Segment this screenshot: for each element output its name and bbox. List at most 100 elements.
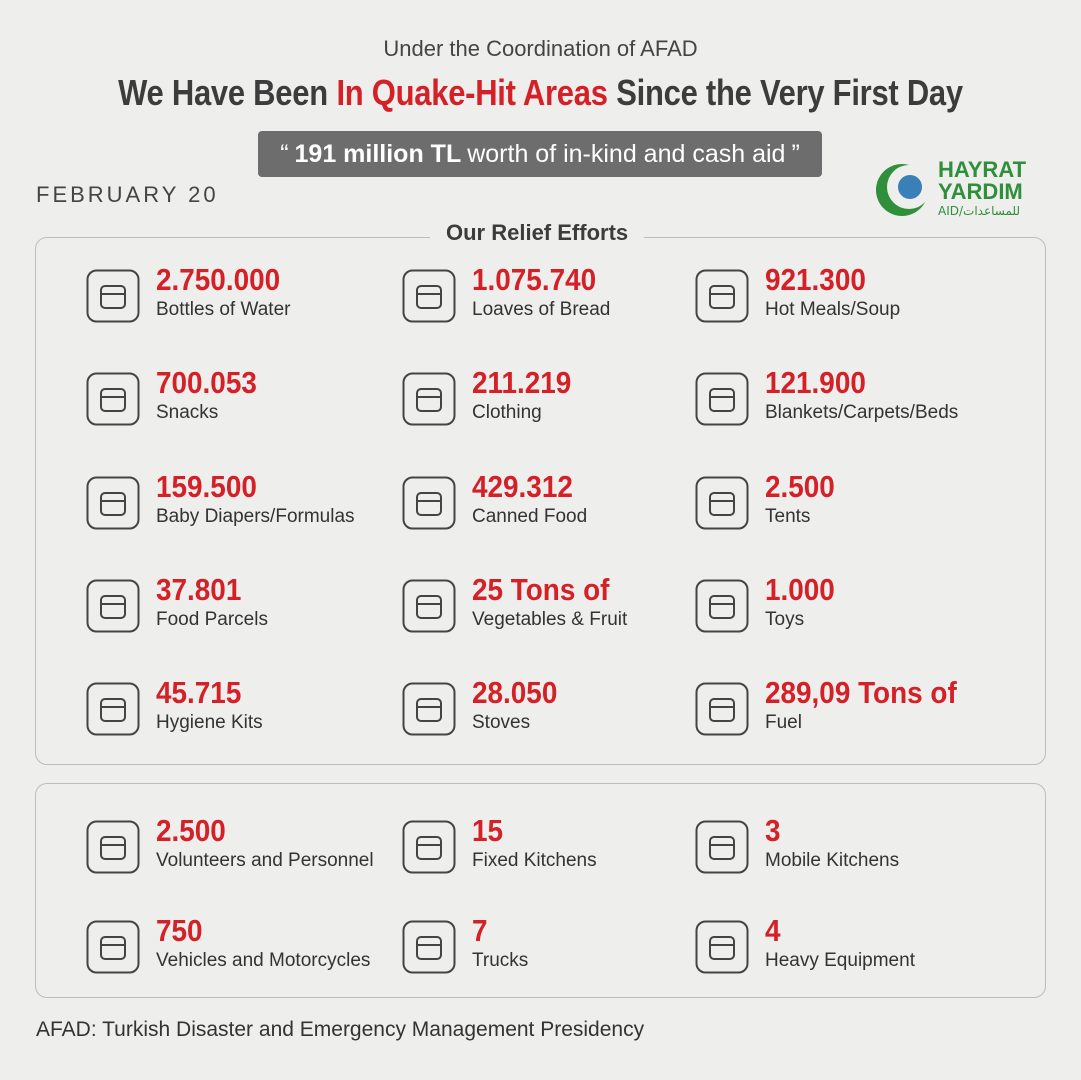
icon	[86, 579, 140, 633]
item: 25 Tons of Vegetables & Fruit	[402, 572, 712, 636]
item-value: 1.075.740	[472, 262, 597, 297]
icon-glyph	[100, 492, 126, 516]
item-value: 4	[765, 913, 781, 948]
icon-frame	[695, 682, 749, 736]
item-label: Baby Diapers/Formulas	[156, 506, 355, 527]
logo: HAYRAT YARDIM AID/للمساعدات	[876, 157, 1027, 218]
icon	[86, 372, 140, 426]
item-label: Vegetables & Fruit	[472, 609, 628, 630]
item-label: Bottles of Water	[156, 299, 291, 320]
item: 28.050 Stoves	[402, 675, 712, 739]
item-value: 750	[156, 913, 203, 948]
icon-frame	[402, 579, 456, 633]
icon-frame	[86, 920, 140, 974]
icon	[402, 820, 456, 874]
icon-glyph	[709, 698, 735, 722]
date: FEBRUARY 20	[36, 182, 219, 207]
item: 921.300 Hot Meals/Soup	[695, 262, 1005, 326]
item: 4 Heavy Equipment	[695, 913, 1005, 977]
item-value: 429.312	[472, 469, 573, 504]
item-label: Vehicles and Motorcycles	[156, 950, 371, 971]
item: 429.312 Canned Food	[402, 469, 712, 533]
icon-frame	[402, 476, 456, 530]
icon-glyph	[416, 936, 442, 960]
icon-glyph	[416, 388, 442, 412]
item: 45.715 Hygiene Kits	[86, 675, 396, 739]
item-value: 289,09 Tons of	[765, 675, 957, 710]
icon-glyph	[709, 285, 735, 309]
item-label: Hygiene Kits	[156, 712, 263, 733]
icon-glyph	[416, 595, 442, 619]
icon-frame	[402, 682, 456, 736]
title-part: We Have Been	[118, 72, 328, 113]
logo-text: YARDIM	[938, 179, 1023, 204]
item: 750 Vehicles and Motorcycles	[86, 913, 396, 977]
quote-mark: “	[280, 139, 289, 168]
quote-highlight: 191 million TL	[294, 139, 462, 168]
title: We Have Been In Quake-Hit Areas Since the …	[76, 72, 1006, 114]
icon-frame	[86, 269, 140, 323]
item-value: 1.000	[765, 572, 835, 607]
icon	[402, 372, 456, 426]
item-label: Mobile Kitchens	[765, 850, 900, 871]
item-value: 121.900	[765, 365, 866, 400]
quote-mark: ”	[791, 139, 800, 168]
item-label: Hot Meals/Soup	[765, 299, 901, 320]
icon-glyph	[416, 836, 442, 860]
icon	[86, 476, 140, 530]
item-value: 2.500	[765, 469, 835, 504]
icon-frame	[402, 820, 456, 874]
icon-frame	[86, 820, 140, 874]
icon-frame	[86, 682, 140, 736]
item-label: Fuel	[765, 712, 802, 733]
item-value: 37.801	[156, 572, 242, 607]
item-value: 700.053	[156, 365, 257, 400]
item-label: Food Parcels	[156, 609, 268, 630]
resources-box	[35, 783, 1046, 998]
icon-glyph	[709, 836, 735, 860]
item: 211.219 Clothing	[402, 365, 712, 429]
title-highlight: In Quake-Hit Areas	[336, 72, 608, 113]
item-label: Toys	[765, 609, 805, 630]
item-label: Heavy Equipment	[765, 950, 915, 971]
item-value: 7	[472, 913, 488, 948]
item-value: 2.750.000	[156, 262, 281, 297]
icon-glyph	[100, 698, 126, 722]
icon	[695, 476, 749, 530]
icon-frame	[695, 579, 749, 633]
icon-glyph	[100, 285, 126, 309]
icon-glyph	[709, 936, 735, 960]
icon-glyph	[100, 936, 126, 960]
icon-glyph	[100, 388, 126, 412]
icon-frame	[695, 920, 749, 974]
icon	[695, 820, 749, 874]
item-label: Tents	[765, 506, 811, 527]
item-label: Canned Food	[472, 506, 588, 527]
item-value: 211.219	[472, 365, 572, 400]
icon-frame	[86, 372, 140, 426]
item: 700.053 Snacks	[86, 365, 396, 429]
logo-text: AID/للمساعدات	[938, 204, 1020, 218]
quote: “191 million TL worth of in-kind and cash…	[258, 131, 822, 177]
logo-globe	[898, 175, 922, 199]
item-label: Fixed Kitchens	[472, 850, 597, 871]
icon-glyph	[709, 388, 735, 412]
item: 2.500 Volunteers and Personnel	[86, 813, 396, 877]
icon-frame	[402, 920, 456, 974]
item: 121.900 Blankets/Carpets/Beds	[695, 365, 1005, 429]
item: 289,09 Tons of Fuel	[695, 675, 1005, 739]
icon	[695, 920, 749, 974]
item-value: 3	[765, 813, 781, 848]
item: 2.500 Tents	[695, 469, 1005, 533]
icon	[86, 920, 140, 974]
item-value: 2.500	[156, 813, 226, 848]
icon	[695, 269, 749, 323]
footer: AFAD: Turkish Disaster and Emergency Man…	[36, 1018, 645, 1041]
icon	[402, 682, 456, 736]
item-value: 45.715	[156, 675, 242, 710]
icon-frame	[86, 579, 140, 633]
quote-text: worth of in-kind and cash aid	[467, 139, 786, 168]
item-value: 159.500	[156, 469, 257, 504]
item: 1.075.740 Loaves of Bread	[402, 262, 712, 326]
